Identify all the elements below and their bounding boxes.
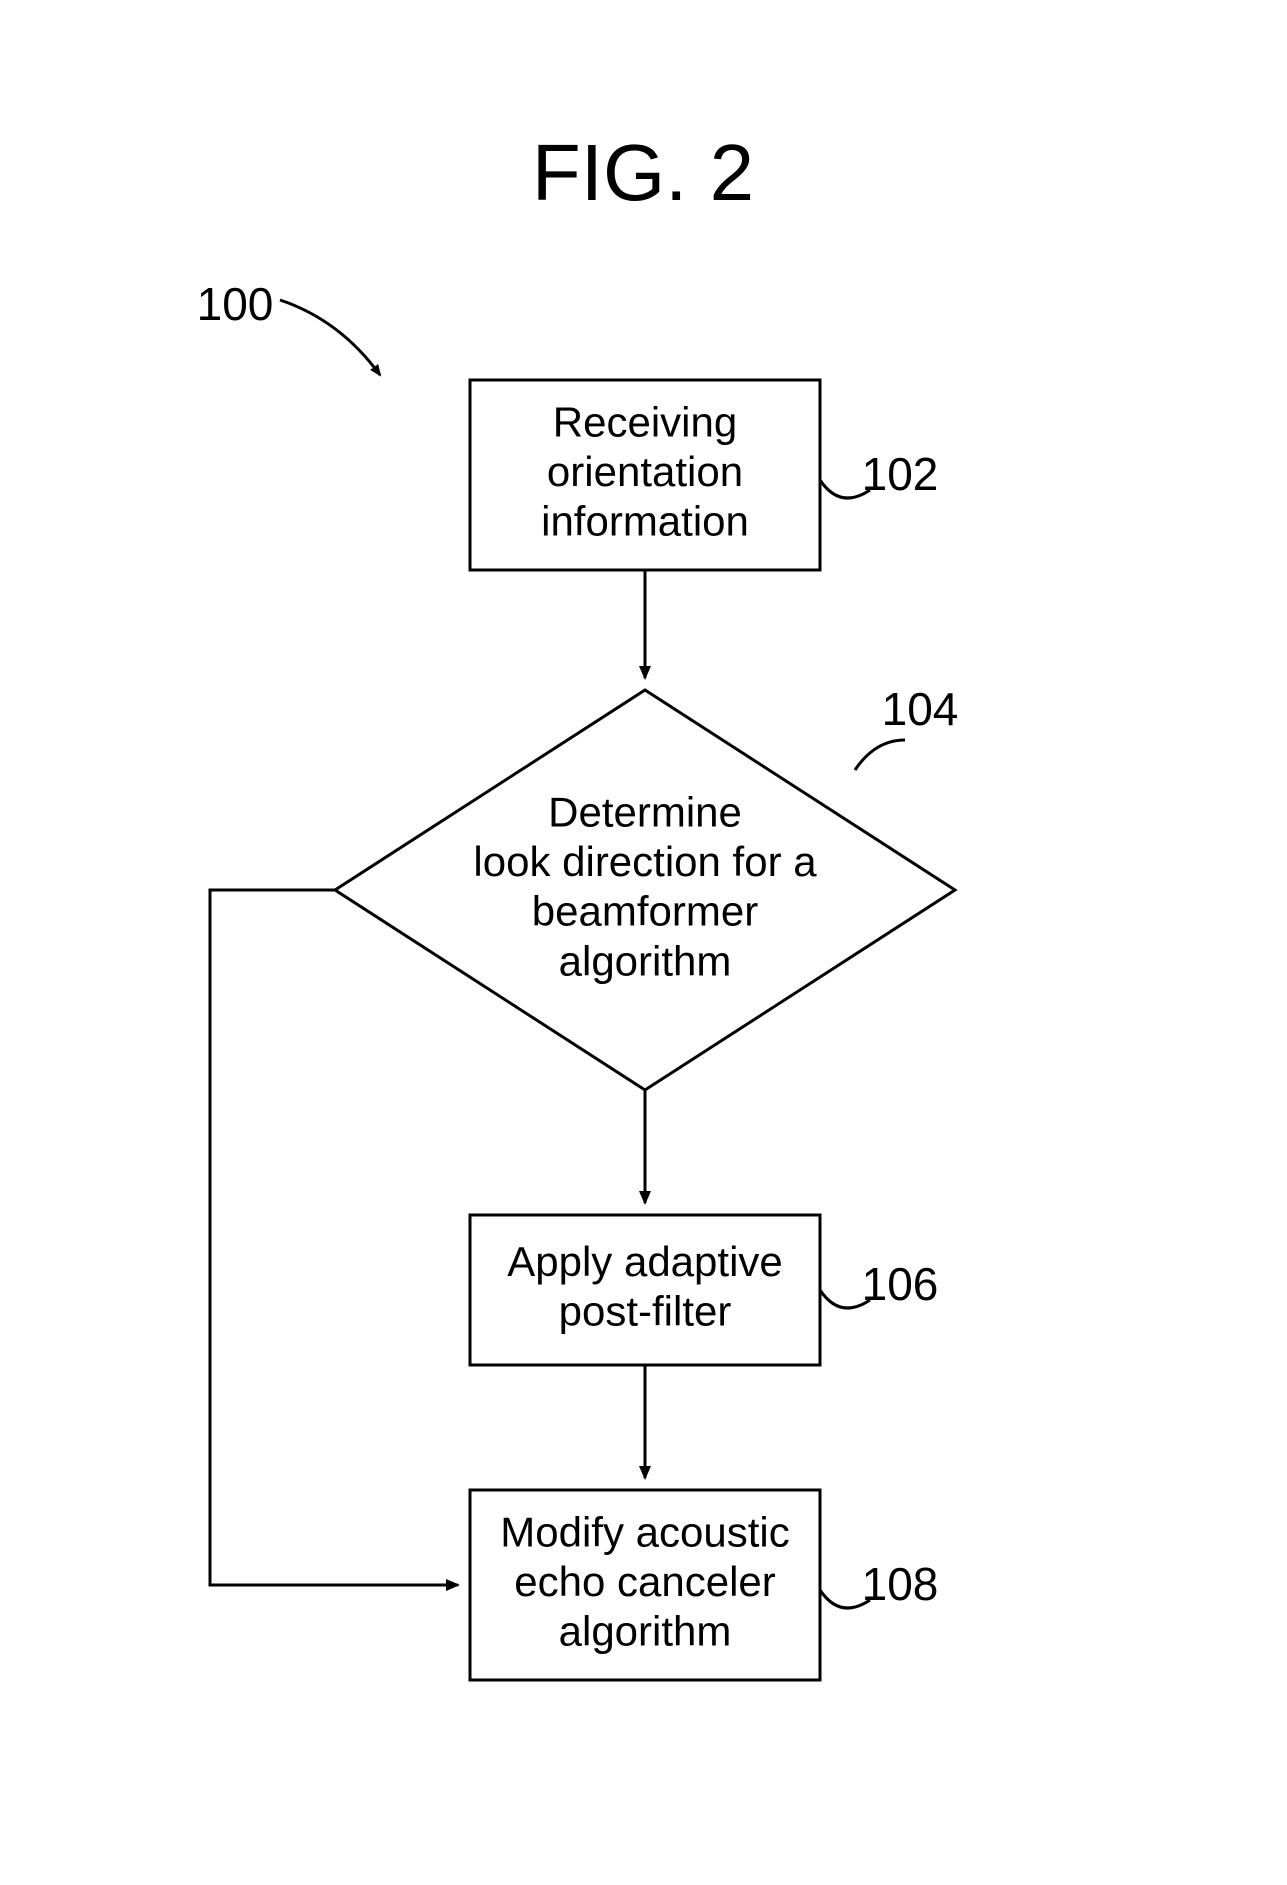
flow-node-text-n106-1: post-filter <box>559 1288 732 1335</box>
flow-node-text-n104-3: algorithm <box>559 937 732 984</box>
figure-title: FIG. 2 <box>532 128 754 217</box>
flow-ref-label: 100 <box>197 278 274 330</box>
flow-node-text-n102-1: orientation <box>547 448 743 495</box>
flow-node-text-n102-2: information <box>541 497 749 544</box>
ref-label-106: 106 <box>862 1258 939 1310</box>
flow-node-text-n108-2: algorithm <box>559 1607 732 1654</box>
flow-node-text-n106-0: Apply adaptive <box>507 1238 783 1285</box>
ref-label-104: 104 <box>882 683 959 735</box>
flow-node-text-n104-1: look direction for a <box>473 838 817 885</box>
flow-node-text-n104-0: Determine <box>548 789 742 836</box>
flow-node-text-n108-1: echo canceler <box>514 1558 776 1605</box>
ref-label-102: 102 <box>862 448 939 500</box>
flowchart-figure: FIG. 2 100 Receivingorientationinformation… <box>0 0 1287 1885</box>
ref-label-108: 108 <box>862 1558 939 1610</box>
flow-node-text-n102-0: Receiving <box>553 398 737 445</box>
flow-node-text-n108-0: Modify acoustic <box>500 1508 789 1555</box>
flow-node-text-n104-2: beamformer <box>532 888 758 935</box>
